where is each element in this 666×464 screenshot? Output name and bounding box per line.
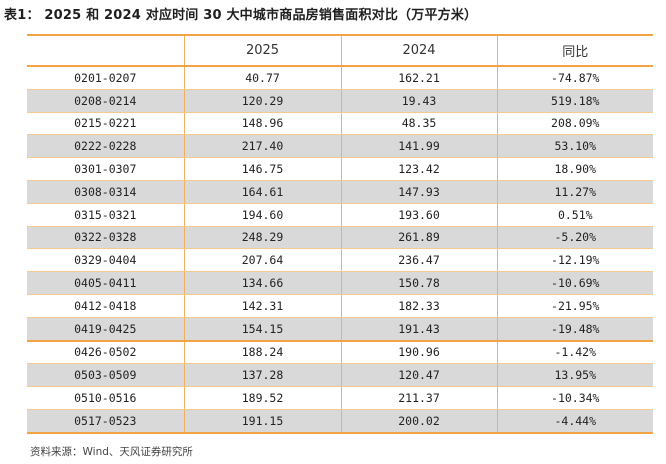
cell-2025: 142.31 [184, 294, 342, 318]
table-row: 0517-0523 191.15 200.02 -4.44% [27, 409, 653, 434]
cell-period: 0510-0516 [27, 386, 185, 410]
cell-2025: 248.29 [184, 226, 342, 250]
table-row: 0329-0404 207.64 236.47 -12.19% [27, 248, 653, 273]
cell-yoy: -21.95% [497, 294, 653, 318]
cell-2024: 162.21 [341, 66, 498, 90]
cell-2025: 189.52 [184, 386, 342, 410]
table-row: 0510-0516 189.52 211.37 -10.34% [27, 386, 653, 410]
header-2024: 2024 [341, 34, 498, 67]
cell-2025: 146.75 [184, 157, 342, 181]
table-row: 0315-0321 194.60 193.60 0.51% [27, 203, 653, 227]
cell-2024: 191.43 [341, 317, 498, 342]
data-table: 2025 2024 同比 0201-0207 40.77 162.21 -74.87%… [27, 34, 653, 434]
cell-period: 0419-0425 [27, 317, 185, 342]
cell-2025: 134.66 [184, 271, 342, 295]
cell-2024: 200.02 [341, 409, 498, 434]
cell-2024: 48.35 [341, 112, 498, 136]
header-yoy: 同比 [497, 34, 653, 67]
cell-period: 0215-0221 [27, 112, 185, 136]
cell-period: 0308-0314 [27, 180, 185, 204]
cell-2024: 193.60 [341, 203, 498, 227]
cell-2024: 123.42 [341, 157, 498, 181]
cell-yoy: -10.69% [497, 271, 653, 295]
cell-2025: 188.24 [184, 340, 342, 365]
cell-2024: 236.47 [341, 248, 498, 273]
cell-yoy: 0.51% [497, 203, 653, 227]
table-header: 2025 2024 同比 [27, 34, 653, 67]
cell-2025: 164.61 [184, 180, 342, 204]
cell-yoy: -74.87% [497, 66, 653, 90]
cell-2025: 40.77 [184, 66, 342, 90]
cell-2024: 182.33 [341, 294, 498, 318]
cell-2024: 147.93 [341, 180, 498, 204]
cell-yoy: -1.42% [497, 340, 653, 365]
cell-yoy: 11.27% [497, 180, 653, 204]
data-table-container: 2025 2024 同比 0201-0207 40.77 162.21 -74.87%… [27, 34, 653, 434]
table-row: 0308-0314 164.61 147.93 11.27% [27, 180, 653, 204]
table-row: 0322-0328 248.29 261.89 -5.20% [27, 226, 653, 250]
cell-2024: 211.37 [341, 386, 498, 410]
table-row: 0301-0307 146.75 123.42 18.90% [27, 157, 653, 181]
header-2025: 2025 [184, 34, 342, 67]
cell-period: 0503-0509 [27, 363, 185, 388]
cell-yoy: 53.10% [497, 134, 653, 159]
table-row: 0405-0411 134.66 150.78 -10.69% [27, 271, 653, 295]
cell-yoy: -12.19% [497, 248, 653, 273]
cell-2025: 148.96 [184, 112, 342, 136]
table-row: 0419-0425 154.15 191.43 -19.48% [27, 317, 653, 342]
cell-2025: 207.64 [184, 248, 342, 273]
cell-yoy: -5.20% [497, 226, 653, 250]
cell-period: 0517-0523 [27, 409, 185, 434]
table-row: 0222-0228 217.40 141.99 53.10% [27, 134, 653, 159]
cell-period: 0412-0418 [27, 294, 185, 318]
cell-yoy: -4.44% [497, 409, 653, 434]
cell-2025: 120.29 [184, 89, 342, 113]
cell-period: 0405-0411 [27, 271, 185, 295]
cell-yoy: -10.34% [497, 386, 653, 410]
header-row: 2025 2024 同比 [27, 34, 653, 67]
table-body: 0201-0207 40.77 162.21 -74.87% 0208-0214 120.… [27, 66, 653, 434]
table-row: 0503-0509 137.28 120.47 13.95% [27, 363, 653, 388]
table-row: 0208-0214 120.29 19.43 519.18% [27, 89, 653, 113]
cell-2025: 217.40 [184, 134, 342, 159]
cell-yoy: -19.48% [497, 317, 653, 342]
table-title: 表1： 2025 和 2024 对应时间 30 大中城市商品房销售面积对比（万平… [4, 8, 478, 23]
table-row: 0426-0502 188.24 190.96 -1.42% [27, 340, 653, 365]
cell-2024: 190.96 [341, 340, 498, 365]
cell-period: 0329-0404 [27, 248, 185, 273]
source-note: 资料来源：Wind、天风证券研究所 [30, 446, 193, 458]
header-period [27, 34, 185, 67]
cell-period: 0222-0228 [27, 134, 185, 159]
table-row: 0412-0418 142.31 182.33 -21.95% [27, 294, 653, 318]
cell-2024: 261.89 [341, 226, 498, 250]
cell-period: 0208-0214 [27, 89, 185, 113]
cell-2024: 141.99 [341, 134, 498, 159]
cell-2024: 150.78 [341, 271, 498, 295]
cell-yoy: 208.09% [497, 112, 653, 136]
cell-period: 0322-0328 [27, 226, 185, 250]
cell-period: 0315-0321 [27, 203, 185, 227]
cell-2025: 154.15 [184, 317, 342, 342]
cell-period: 0301-0307 [27, 157, 185, 181]
table-row: 0215-0221 148.96 48.35 208.09% [27, 112, 653, 136]
cell-period: 0426-0502 [27, 340, 185, 365]
cell-yoy: 519.18% [497, 89, 653, 113]
cell-2024: 120.47 [341, 363, 498, 388]
cell-2025: 137.28 [184, 363, 342, 388]
cell-yoy: 18.90% [497, 157, 653, 181]
cell-yoy: 13.95% [497, 363, 653, 388]
cell-period: 0201-0207 [27, 66, 185, 90]
cell-2024: 19.43 [341, 89, 498, 113]
cell-2025: 191.15 [184, 409, 342, 434]
cell-2025: 194.60 [184, 203, 342, 227]
table-row: 0201-0207 40.77 162.21 -74.87% [27, 66, 653, 90]
